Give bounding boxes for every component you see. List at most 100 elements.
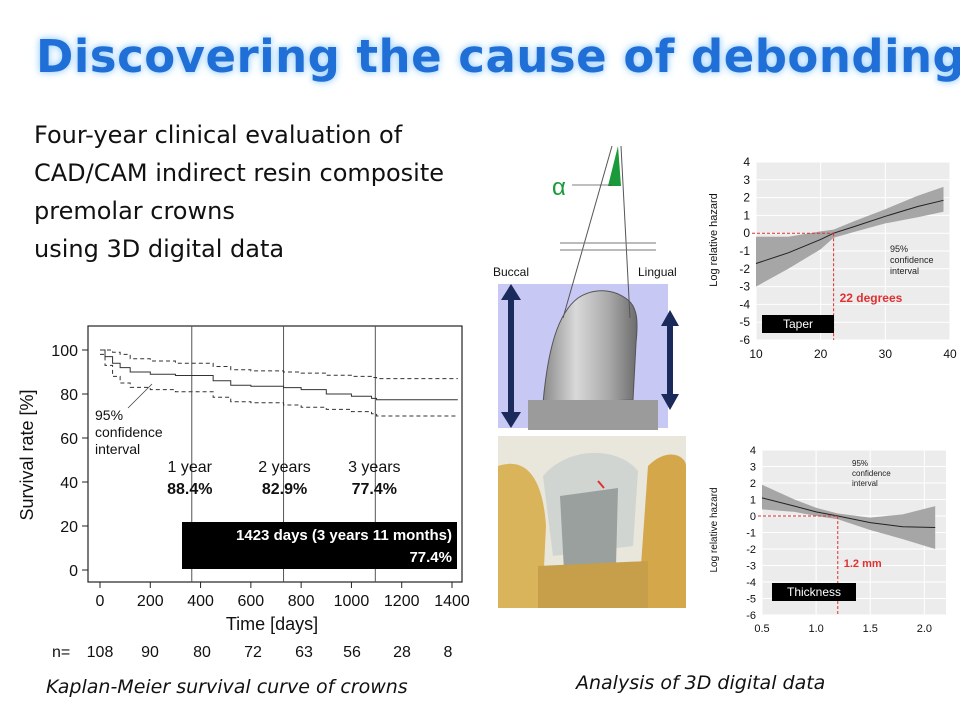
km-frame bbox=[87, 325, 463, 583]
hazard-ytick-label: 0 bbox=[743, 226, 750, 240]
hazard-ytick-label: -2 bbox=[739, 262, 750, 276]
slide-title: Discovering the cause of debonding bbox=[36, 30, 960, 83]
hazard-xtick-label: 2.0 bbox=[917, 623, 932, 635]
km-annotation-label: 2 years bbox=[258, 459, 310, 476]
hazard-xtick-label: 1.0 bbox=[808, 623, 823, 635]
hazard-xtick-label: 30 bbox=[879, 347, 893, 361]
subtitle-line: premolar crowns bbox=[34, 197, 235, 225]
km-ytick-label: 40 bbox=[60, 475, 78, 492]
hazard-ytick-label: 0 bbox=[750, 511, 756, 523]
thickness-hazard-chart: Log relative hazard 4 3 2 1 0 -1 -2 -3 -4 -5 -60.5… bbox=[709, 445, 946, 635]
taper-line bbox=[620, 145, 631, 319]
thickness-marker bbox=[597, 480, 605, 489]
km-caption: Kaplan-Meier survival curve of crowns bbox=[46, 676, 408, 698]
arrow-head bbox=[501, 412, 521, 428]
hazard-badge bbox=[772, 583, 856, 601]
hazard-cutoff-label: 22 degrees bbox=[840, 291, 903, 305]
hazard-xtick-label: 40 bbox=[943, 347, 957, 361]
hazard-ytick-label: -6 bbox=[739, 333, 750, 347]
label-lingual: Lingual bbox=[638, 265, 677, 279]
hazard-ytick-label: 3 bbox=[743, 173, 750, 187]
hazard-ci-label: 95% bbox=[852, 459, 868, 468]
taper-diagram: α Buccal Lingual bbox=[493, 145, 679, 430]
km-xtick-label: 200 bbox=[137, 593, 164, 610]
hazard-ytick-label: -5 bbox=[746, 594, 756, 606]
crown-thickness-image bbox=[498, 436, 686, 608]
hazard-xtick-label: 1.5 bbox=[863, 623, 878, 635]
km-ytick-label: 80 bbox=[60, 387, 78, 404]
hazard-xtick-label: 10 bbox=[749, 347, 763, 361]
km-n-label: n= bbox=[52, 644, 70, 661]
km-xlabel: Time [days] bbox=[226, 614, 318, 634]
analysis-caption: Analysis of 3D digital data bbox=[576, 672, 826, 694]
hazard-ytick-label: -4 bbox=[746, 577, 756, 589]
km-n-value: 8 bbox=[444, 644, 453, 661]
km-survival-chart: Survival rate [%] Time [days] 0204060801… bbox=[17, 325, 470, 661]
km-final-box-line1: 1423 days (3 years 11 months) bbox=[236, 527, 452, 544]
km-ylabel: Survival rate [%] bbox=[17, 389, 37, 520]
hazard-xtick-label: 0.5 bbox=[754, 623, 769, 635]
km-annotation-value: 82.9% bbox=[262, 481, 307, 498]
thickness-ylabel: Log relative hazard bbox=[709, 487, 720, 572]
hazard-ci-band bbox=[762, 484, 936, 549]
km-n-value: 56 bbox=[343, 644, 361, 661]
hazard-ytick-label: -4 bbox=[739, 297, 750, 311]
km-annotation-label: 3 years bbox=[348, 459, 400, 476]
km-xtick-label: 800 bbox=[288, 593, 315, 610]
hazard-ci-label: interval bbox=[852, 479, 878, 488]
subtitle-line: Four-year clinical evaluation of bbox=[34, 121, 403, 149]
km-annotation-value: 77.4% bbox=[352, 481, 397, 498]
hazard-badge-label: Taper bbox=[783, 317, 813, 331]
km-n-value: 108 bbox=[87, 644, 114, 661]
tooth-base bbox=[528, 400, 658, 430]
km-ci-upper bbox=[100, 349, 458, 380]
hazard-ytick-label: -3 bbox=[739, 280, 750, 294]
km-xtick-label: 0 bbox=[96, 593, 105, 610]
km-survival-line bbox=[100, 349, 458, 401]
km-xtick-label: 600 bbox=[238, 593, 265, 610]
alpha-symbol: α bbox=[552, 174, 566, 201]
km-xtick-label: 400 bbox=[187, 593, 214, 610]
hazard-ytick-label: -1 bbox=[746, 528, 756, 540]
km-ytick-label: 60 bbox=[60, 431, 78, 448]
arrow-head bbox=[661, 394, 679, 410]
hazard-ci-label: 95% bbox=[890, 244, 908, 254]
hazard-ytick-label: 4 bbox=[743, 155, 750, 169]
neighbor-tooth-right bbox=[638, 454, 686, 608]
km-n-value: 90 bbox=[141, 644, 159, 661]
km-ci-label: 95% bbox=[95, 407, 123, 423]
km-xtick-label: 1200 bbox=[384, 593, 420, 610]
hazard-ytick-label: -2 bbox=[746, 544, 756, 556]
label-buccal: Buccal bbox=[493, 265, 529, 279]
hazard-xtick-label: 20 bbox=[814, 347, 828, 361]
km-ci-label: interval bbox=[95, 441, 140, 457]
km-ytick-label: 0 bbox=[69, 563, 78, 580]
abutment-tooth bbox=[542, 290, 638, 404]
root-base bbox=[538, 561, 648, 608]
km-xtick-label: 1400 bbox=[434, 593, 470, 610]
hazard-ytick-label: 2 bbox=[750, 478, 756, 490]
hazard-line bbox=[755, 199, 944, 264]
hazard-badge bbox=[762, 315, 834, 333]
km-ytick-label: 100 bbox=[51, 343, 78, 360]
hazard-ci-label: confidence bbox=[852, 469, 891, 478]
km-n-value: 28 bbox=[393, 644, 411, 661]
km-final-box-line2: 77.4% bbox=[409, 549, 452, 566]
hazard-ci-label: confidence bbox=[890, 255, 934, 265]
hazard-ytick-label: -3 bbox=[746, 561, 756, 573]
slide-subtitle: Four-year clinical evaluation of CAD/CAM… bbox=[34, 116, 444, 268]
hazard-ytick-label: 1 bbox=[743, 208, 750, 222]
subtitle-line: CAD/CAM indirect resin composite bbox=[34, 159, 445, 187]
hazard-ytick-label: 3 bbox=[750, 462, 756, 474]
km-annotation-value: 88.4% bbox=[167, 481, 212, 498]
hazard-ytick-label: 4 bbox=[750, 445, 756, 457]
km-ci-pointer bbox=[127, 383, 153, 409]
hazard-ci-label: interval bbox=[890, 266, 919, 276]
hazard-cutoff-label: 1.2 mm bbox=[844, 558, 882, 570]
hazard-ytick-label: -6 bbox=[746, 610, 756, 622]
km-n-value: 72 bbox=[244, 644, 262, 661]
km-xtick-label: 1000 bbox=[334, 593, 370, 610]
km-n-value: 63 bbox=[295, 644, 313, 661]
taper-ylabel: Log relative hazard bbox=[708, 193, 720, 287]
